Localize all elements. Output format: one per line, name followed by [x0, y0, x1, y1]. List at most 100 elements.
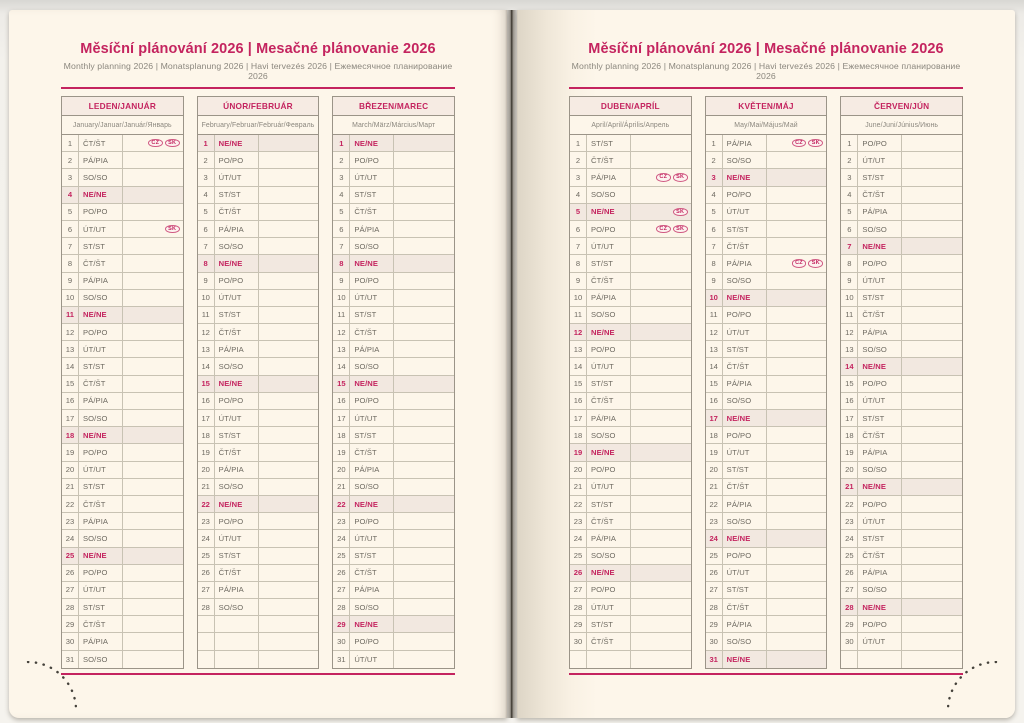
notes-cell — [394, 169, 454, 185]
day-row: 7 NE/NE — [841, 238, 963, 256]
day-number: 31 — [706, 650, 723, 668]
day-row: 17 PÁ/PIA — [570, 410, 691, 428]
day-number: 1 — [706, 135, 723, 152]
month-subheader: April/April/Április/Апрель — [570, 116, 691, 135]
day-row: 24 NE/NE — [705, 530, 827, 548]
day-row: 7 SO/SO — [333, 238, 455, 256]
day-number: 29 — [570, 616, 587, 633]
day-of-week-label: NE/NE — [587, 203, 631, 220]
day-number: 26 — [198, 564, 215, 581]
day-row: 18 ST/ST — [333, 427, 455, 445]
day-of-week-label: ČT/ŠT — [858, 306, 903, 324]
day-number: 8 — [570, 255, 587, 272]
day-of-week-label: NE/NE — [350, 255, 395, 272]
notes-cell — [767, 273, 827, 289]
notes-cell — [767, 238, 827, 254]
day-number: 25 — [841, 547, 859, 564]
day-of-week-label: NE/NE — [79, 547, 123, 564]
notes-cell — [123, 238, 183, 254]
day-of-week-label: NE/NE — [858, 238, 903, 255]
day-row: 13 PÁ/PIA — [197, 341, 319, 359]
holiday-badge-cz: CZ — [655, 224, 671, 234]
day-number: 9 — [333, 272, 351, 289]
day-of-week-label: ST/ST — [350, 186, 395, 203]
day-number: 12 — [706, 324, 723, 341]
day-of-week-label: PÁ/PIA — [587, 410, 631, 427]
day-number: 16 — [333, 392, 351, 409]
day-of-week-label: SO/SO — [215, 599, 259, 616]
day-row: 27 ÚT/UT — [62, 581, 183, 600]
notes-cell — [767, 290, 827, 306]
notes-cell — [123, 633, 183, 649]
notes-cell — [902, 204, 962, 220]
day-number: 14 — [706, 358, 723, 375]
day-row: 18 ST/ST — [197, 427, 319, 445]
day-number: 31 — [62, 650, 79, 668]
day-number: 8 — [198, 255, 215, 272]
notes-cell — [767, 204, 827, 220]
notes-cell — [631, 273, 691, 289]
day-row: 31 SO/SO — [62, 650, 183, 668]
notes-cell — [123, 341, 183, 357]
day-of-week-label: NE/NE — [723, 530, 767, 547]
day-row: 2 ÚT/UT — [841, 152, 963, 170]
day-row: 1 NE/NE — [333, 135, 455, 153]
day-row: 12 PÁ/PIA — [841, 324, 963, 342]
day-of-week-label: PO/PO — [723, 427, 767, 444]
notes-cell — [259, 427, 319, 443]
day-row: 26 NE/NE — [570, 564, 691, 582]
day-of-week-label: ÚT/UT — [215, 289, 259, 306]
notes-cell — [259, 651, 319, 668]
notes-cell — [123, 410, 183, 426]
day-number: 29 — [841, 616, 859, 633]
day-row: 2 PO/PO — [197, 152, 319, 170]
month-header: DUBEN/APRÍL — [570, 97, 691, 116]
day-of-week-label: PÁ/PIA — [350, 461, 395, 478]
day-of-week-label: ST/ST — [587, 255, 631, 272]
day-row: 9 PO/PO — [333, 272, 455, 290]
day-of-week-label: NE/NE — [723, 650, 767, 668]
day-number: 11 — [62, 306, 79, 324]
notes-cell: SK — [631, 204, 691, 220]
notes-cell — [767, 393, 827, 409]
day-number: 24 — [333, 530, 351, 547]
day-number: 4 — [333, 186, 351, 203]
notes-cell — [394, 358, 454, 374]
month-subheader: May/Mai/Május/Май — [705, 116, 827, 135]
day-of-week-label: ST/ST — [215, 306, 259, 324]
day-of-week-label: SO/SO — [858, 581, 903, 599]
day-number: 17 — [62, 410, 79, 427]
notes-cell — [259, 204, 319, 220]
day-of-week-label: SO/SO — [79, 289, 123, 306]
day-row: 3 PÁ/PIA CZ SK — [570, 169, 691, 187]
day-row: 17 SO/SO — [62, 410, 183, 428]
day-row: 21 ST/ST — [62, 478, 183, 496]
day-number: 24 — [198, 530, 215, 547]
notes-cell — [123, 255, 183, 271]
day-number: 24 — [570, 530, 587, 547]
day-number: 21 — [62, 478, 79, 495]
day-number: 5 — [333, 203, 351, 220]
day-number: 28 — [706, 599, 723, 616]
day-of-week-label: ČT/ŠT — [215, 564, 259, 581]
day-of-week-label: ÚT/UT — [79, 220, 123, 238]
day-row: 15 PÁ/PIA — [705, 375, 827, 393]
day-of-week-label — [215, 616, 259, 633]
day-of-week-label: ČT/ŠT — [587, 513, 631, 530]
notes-cell — [259, 358, 319, 374]
day-of-week-label: SO/SO — [350, 358, 395, 375]
day-of-week-label: PO/PO — [858, 616, 903, 633]
day-row: 2 ČT/ŠT — [570, 152, 691, 170]
notes-cell — [902, 307, 962, 323]
day-row: 26 PO/PO — [62, 564, 183, 582]
notes-cell — [259, 187, 319, 203]
day-number: 16 — [841, 392, 859, 409]
notes-cell — [394, 393, 454, 409]
holiday-badge-cz: CZ — [791, 138, 807, 148]
day-row: 21 SO/SO — [333, 478, 455, 496]
day-row: 6 ST/ST — [705, 220, 827, 239]
day-row: 12 ČT/ŠT — [333, 324, 455, 342]
day-of-week-label: ÚT/UT — [215, 410, 259, 427]
day-row: 30 ČT/ŠT — [570, 633, 691, 651]
day-of-week-label: ST/ST — [79, 358, 123, 375]
